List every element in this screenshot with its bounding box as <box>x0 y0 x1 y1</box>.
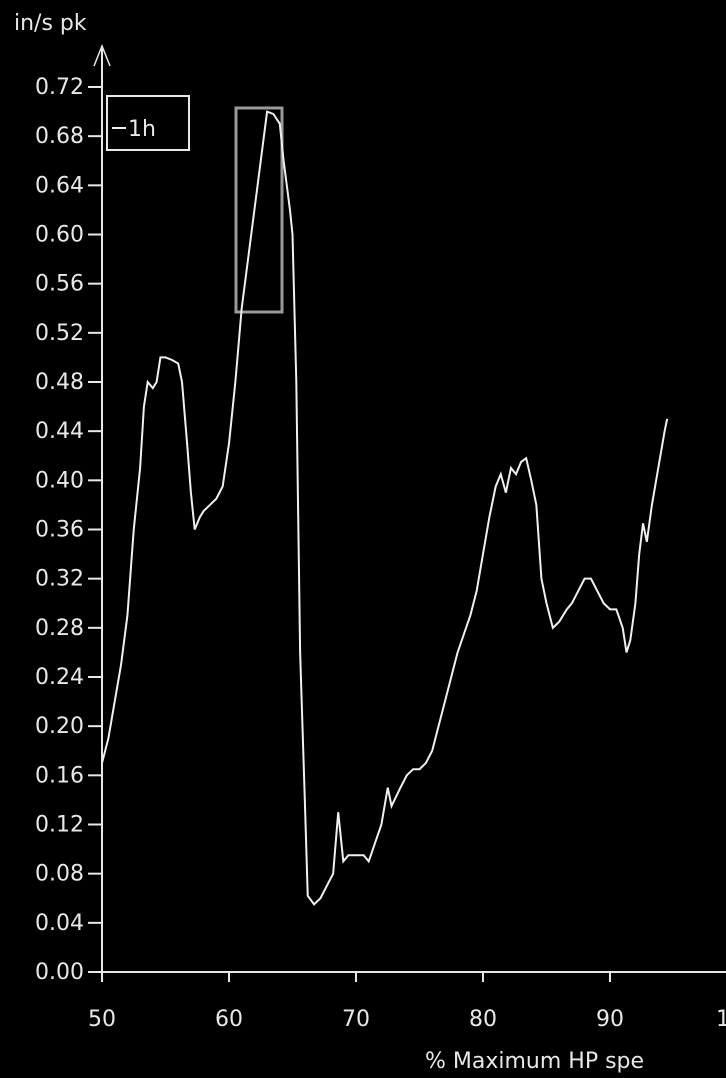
x-tick-label: 70 <box>342 1007 370 1032</box>
y-tick-label: 0.60 <box>35 223 84 248</box>
y-tick-label: 0.52 <box>35 321 84 346</box>
x-tick-label: 80 <box>469 1007 497 1032</box>
y-tick-label: 0.08 <box>35 862 84 887</box>
y-tick-label: 0.56 <box>35 272 84 297</box>
y-tick-label: 0.36 <box>35 518 84 543</box>
y-tick-label: 0.04 <box>35 911 84 936</box>
data-line <box>101 110 669 906</box>
y-tick-label: 0.28 <box>35 616 84 641</box>
legend: 1h <box>106 95 190 151</box>
legend-label: 1h <box>128 117 156 142</box>
y-tick-label: 0.12 <box>35 813 84 838</box>
x-tick-label: 100 <box>716 1007 726 1032</box>
x-tick-label: 90 <box>596 1007 624 1032</box>
x-tick-label: 60 <box>215 1007 243 1032</box>
y-tick-label: 0.72 <box>35 75 84 100</box>
legend-box <box>106 95 190 151</box>
x-axis-label: % Maximum HP spe <box>425 1049 644 1074</box>
y-tick-label: 0.44 <box>35 419 84 444</box>
y-axis-label: in/s pk <box>14 11 87 36</box>
y-tick-label: 0.24 <box>35 665 84 690</box>
y-tick-label: 0.68 <box>35 124 84 149</box>
y-tick-label: 0.48 <box>35 370 84 395</box>
y-axis-arrow <box>93 43 111 67</box>
y-tick-label: 0.64 <box>35 173 84 198</box>
y-tick-label: 0.16 <box>35 763 84 788</box>
y-tick-label: 0.40 <box>35 468 84 493</box>
y-tick-label: 0.32 <box>35 567 84 592</box>
x-tick-label: 50 <box>88 1007 116 1032</box>
y-tick-label: 0.00 <box>35 960 84 985</box>
y-tick-label: 0.20 <box>35 714 84 739</box>
highlight-box <box>234 106 284 314</box>
